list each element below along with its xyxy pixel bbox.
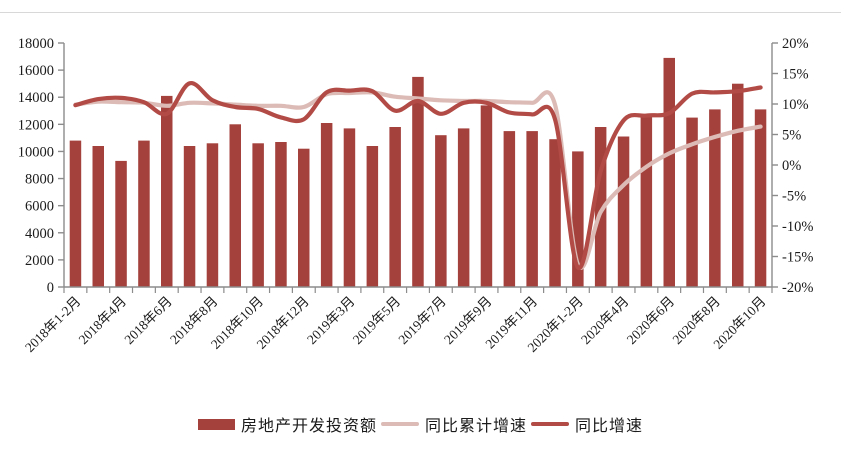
bar-2019年9月 [480,105,493,288]
x-axis-tick-label: 2020年6月 [624,294,678,348]
bar-2019年3月 [343,128,356,287]
x-axis-tick-label: 2020年4月 [578,294,632,348]
line-同比累计增速 [73,90,763,270]
legend-label-investment: 房地产开发投资额 [240,418,377,435]
bar-2020年3月 [594,127,607,287]
bar-2019年12月 [549,139,561,287]
bar-2019年8月 [457,128,470,287]
bar-2018年3月 [92,146,104,287]
right-axis-tick-label: 10% [782,97,809,113]
legend-item-yoy-growth: 同比增速 [531,412,643,436]
bar-2019年1-2月 [320,123,333,287]
line-同比增速 [73,81,763,270]
bar-2018年1-2月 [69,140,82,287]
bar-2018年5月 [138,140,150,287]
bar-2020年4月 [617,136,630,287]
right-axis-tick-label: -5% [782,189,806,205]
x-axis-tick-label: 2018年4月 [76,294,130,348]
legend-line-swatch-icon [531,422,569,426]
legend-label-cumulative-growth: 同比累计增速 [424,418,527,435]
bar-2019年10月 [503,131,516,287]
left-axis-tick-label: 14000 [18,90,54,106]
top-border [0,12,841,13]
bar-2018年7月 [183,146,196,287]
x-axis-tick-label: 2019年3月 [304,294,358,348]
bar-2019年11月 [526,131,538,287]
bar-2018年9月 [229,124,241,287]
bar-2020年1-2月 [572,151,584,287]
legend-line-swatch-icon [380,422,419,426]
left-axis-tick-label: 2000 [25,253,54,269]
bar-2019年6月 [412,76,424,288]
right-axis-tick-label: -20% [782,280,813,296]
bar-2018年8月 [206,143,219,287]
bar-2020年8月 [709,109,721,288]
legend-item-cumulative-growth: 同比累计增速 [380,412,527,436]
x-axis-tick-label: 2018年6月 [121,294,175,348]
left-axis-tick-label: 0 [47,280,54,296]
right-axis-tick-label: 5% [782,128,801,144]
legend: 房地产开发投资额 同比累计增速 同比增速 [0,412,841,436]
left-axis-tick-label: 4000 [25,226,54,242]
left-axis-tick-label: 16000 [18,63,54,79]
left-axis-tick-label: 8000 [25,172,54,188]
bar-2019年7月 [435,135,447,287]
x-axis-tick-label: 2018年1-2月 [22,294,84,356]
x-axis-tick-label: 2019年5月 [350,294,404,348]
left-axis-tick-label: 18000 [18,36,54,52]
legend-bar-swatch-icon [197,418,235,430]
x-axis-tick-label: 2019年7月 [395,294,449,348]
left-axis-tick-label: 10000 [18,144,54,160]
bar-2019年5月 [389,127,401,287]
bar-2018年12月 [298,148,310,287]
left-axis-tick-label: 6000 [25,199,54,215]
bar-2018年6月 [161,95,173,288]
bar-2019年4月 [366,146,379,287]
right-axis-tick-label: -10% [782,219,813,235]
bar-2018年10月 [252,143,264,287]
legend-label-yoy-growth: 同比增速 [575,418,644,435]
bar-2018年4月 [115,160,127,287]
bar-2020年10月 [754,109,767,288]
right-axis-tick-label: -15% [782,250,813,266]
bar-2020年5月 [640,116,653,287]
right-axis-tick-label: 0% [782,158,801,174]
legend-item-investment: 房地产开发投资额 [197,412,377,436]
left-axis-tick-label: 12000 [18,117,54,133]
bar-2018年11月 [275,142,287,287]
bar-2020年6月 [663,57,675,288]
bar-2020年7月 [686,117,698,287]
right-axis-tick-label: 20% [782,36,809,52]
right-axis-tick-label: 15% [782,67,809,83]
bar-2020年9月 [732,83,744,287]
